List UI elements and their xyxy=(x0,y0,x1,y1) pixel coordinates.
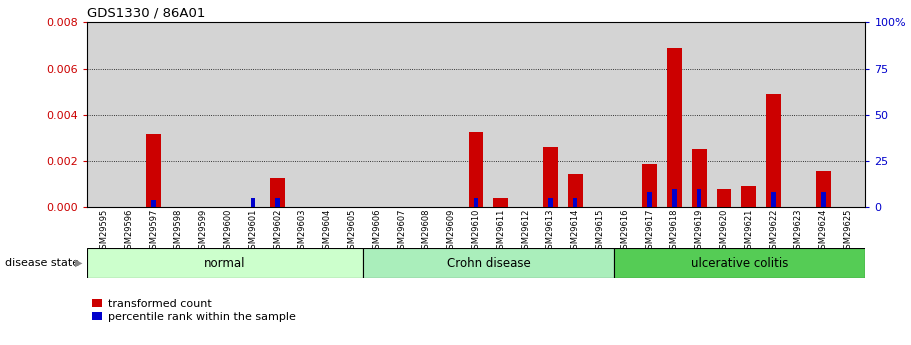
Bar xyxy=(568,174,583,207)
Bar xyxy=(672,188,677,207)
Legend: transformed count, percentile rank within the sample: transformed count, percentile rank withi… xyxy=(92,299,295,322)
Text: normal: normal xyxy=(204,257,245,269)
Bar xyxy=(648,192,652,207)
Bar xyxy=(146,134,161,207)
Bar xyxy=(251,198,255,207)
Bar xyxy=(543,147,558,207)
Text: GDS1330 / 86A01: GDS1330 / 86A01 xyxy=(87,7,205,20)
Text: ulcerative colitis: ulcerative colitis xyxy=(691,257,789,269)
Bar xyxy=(614,248,865,278)
Bar xyxy=(494,198,508,207)
Text: Crohn disease: Crohn disease xyxy=(446,257,530,269)
Bar xyxy=(821,192,825,207)
Bar xyxy=(151,200,156,207)
Bar xyxy=(548,198,553,207)
Bar xyxy=(697,188,701,207)
Bar xyxy=(766,94,781,207)
Bar xyxy=(642,164,657,207)
Bar xyxy=(772,192,776,207)
Text: ▶: ▶ xyxy=(75,258,82,268)
Bar xyxy=(468,132,484,207)
Bar xyxy=(717,188,732,207)
Text: disease state: disease state xyxy=(5,258,78,268)
Bar xyxy=(742,186,756,207)
Bar xyxy=(691,149,707,207)
Bar xyxy=(363,248,614,278)
Bar xyxy=(270,178,285,207)
Bar xyxy=(474,198,478,207)
Bar xyxy=(667,48,682,207)
Bar xyxy=(87,248,363,278)
Bar xyxy=(573,198,578,207)
Bar xyxy=(275,198,280,207)
Bar xyxy=(816,171,831,207)
